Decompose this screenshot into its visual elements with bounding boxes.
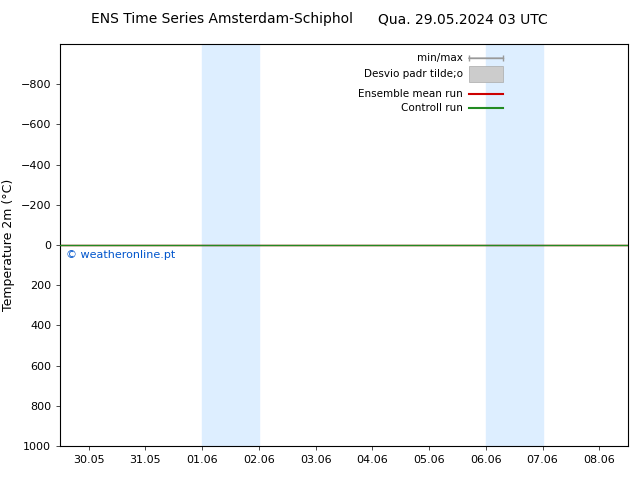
Text: ENS Time Series Amsterdam-Schiphol: ENS Time Series Amsterdam-Schiphol [91,12,353,26]
Text: Controll run: Controll run [401,103,463,113]
Text: min/max: min/max [417,53,463,63]
Bar [486,44,543,446]
Y-axis label: Temperature 2m (°C): Temperature 2m (°C) [2,179,15,311]
Text: © weatheronline.pt: © weatheronline.pt [66,250,175,260]
FancyBboxPatch shape [469,66,503,82]
Text: Desvio padr tilde;o: Desvio padr tilde;o [364,69,463,79]
Text: Ensemble mean run: Ensemble mean run [358,89,463,99]
Text: Qua. 29.05.2024 03 UTC: Qua. 29.05.2024 03 UTC [378,12,548,26]
Bar [202,44,259,446]
